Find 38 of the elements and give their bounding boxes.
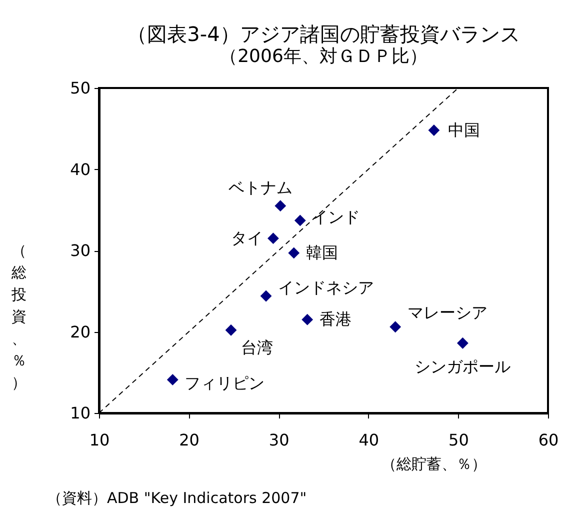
x-tick-label: 40: [358, 430, 380, 450]
series-label: フィリピン: [184, 374, 265, 393]
x-axis-title: （総貯蓄、％）: [382, 455, 486, 473]
point: [274, 200, 286, 212]
series-label: シンガポール: [414, 357, 511, 376]
point: [456, 337, 468, 349]
y-tick-label: 50: [70, 78, 90, 98]
y-axis-title: （総投資、％）: [10, 242, 26, 392]
x-tick-label: 10: [89, 430, 110, 450]
point: [428, 124, 440, 136]
series-label: タイ: [231, 228, 264, 248]
point: [268, 232, 279, 244]
x-tick-label: 20: [179, 430, 200, 450]
y-tick-label: 10: [70, 404, 90, 422]
point: [288, 247, 300, 259]
chart-title: （図表3-4）アジア諸国の貯蓄投資バランス: [127, 22, 520, 46]
series-label: インドネシア: [278, 278, 374, 297]
y-tick-label: 30: [70, 241, 90, 260]
series-label: 中国: [448, 120, 480, 140]
point: [302, 314, 314, 326]
point: [166, 374, 178, 386]
series-label: マレーシア: [407, 302, 488, 322]
x-tick-label: 30: [268, 430, 290, 450]
text: （資料）ADB "Key Indicators 2007": [47, 489, 307, 507]
point: [390, 321, 402, 333]
series-label: 香港: [319, 310, 352, 329]
x-tick-label: 60: [538, 430, 559, 450]
x-tick-label: 50: [448, 430, 469, 450]
y-tick-label: 20: [70, 322, 90, 342]
point: [294, 214, 306, 226]
y-tick-label: 40: [70, 160, 90, 179]
chart-subtitle: （2006年、対ＧＤＰ比）: [220, 46, 428, 67]
point: [260, 290, 272, 302]
series-label: 台湾: [241, 338, 274, 358]
point: [225, 324, 237, 336]
series-label: ベトナム: [228, 178, 292, 197]
series-label: インド: [312, 207, 360, 226]
series-label: 韓国: [306, 242, 338, 262]
